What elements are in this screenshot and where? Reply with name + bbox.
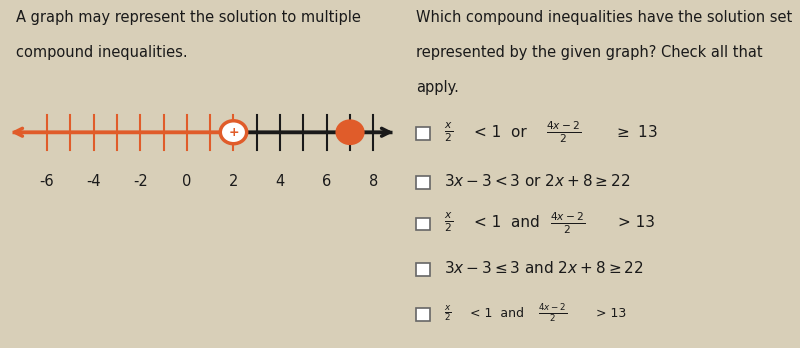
Bar [416, 308, 430, 321]
Text: A graph may represent the solution to multiple: A graph may represent the solution to mu… [16, 10, 361, 25]
Circle shape [337, 121, 363, 144]
Text: $\frac{4x-2}{2}$: $\frac{4x-2}{2}$ [546, 119, 581, 145]
Text: $\frac{x}{2}$: $\frac{x}{2}$ [444, 303, 452, 323]
Text: < 1  or: < 1 or [474, 125, 526, 140]
Text: 4: 4 [275, 174, 285, 189]
Text: -2: -2 [133, 174, 147, 189]
Text: 0: 0 [182, 174, 191, 189]
Text: +: + [228, 126, 238, 139]
Text: Which compound inequalities have the solution set: Which compound inequalities have the sol… [416, 10, 792, 25]
Text: $\frac{4x-2}{2}$: $\frac{4x-2}{2}$ [538, 302, 567, 324]
Text: 2: 2 [229, 174, 238, 189]
Text: $3x - 3 < 3$ or $2x + 8 \geq 22$: $3x - 3 < 3$ or $2x + 8 \geq 22$ [444, 173, 630, 189]
Bar [416, 263, 430, 276]
Text: $\frac{x}{2}$: $\frac{x}{2}$ [444, 120, 453, 144]
Text: > 13: > 13 [618, 215, 655, 230]
Text: -6: -6 [40, 174, 54, 189]
Bar [416, 218, 430, 230]
Text: -4: -4 [86, 174, 101, 189]
Text: compound inequalities.: compound inequalities. [16, 45, 188, 60]
Text: < 1  and: < 1 and [474, 215, 540, 230]
Circle shape [220, 121, 246, 144]
Text: < 1  and: < 1 and [470, 307, 524, 320]
Text: $\frac{x}{2}$: $\frac{x}{2}$ [444, 211, 453, 235]
Bar [416, 176, 430, 189]
Text: 8: 8 [369, 174, 378, 189]
Bar [416, 127, 430, 140]
Text: represented by the given graph? Check all that: represented by the given graph? Check al… [416, 45, 762, 60]
Text: $\geq$ 13: $\geq$ 13 [614, 124, 658, 140]
Text: 6: 6 [322, 174, 331, 189]
Text: $3x - 3 \leq 3$ and $2x + 8 \geq 22$: $3x - 3 \leq 3$ and $2x + 8 \geq 22$ [444, 260, 644, 276]
Text: $\frac{4x-2}{2}$: $\frac{4x-2}{2}$ [550, 210, 585, 236]
Text: > 13: > 13 [596, 307, 626, 320]
Text: apply.: apply. [416, 80, 459, 95]
